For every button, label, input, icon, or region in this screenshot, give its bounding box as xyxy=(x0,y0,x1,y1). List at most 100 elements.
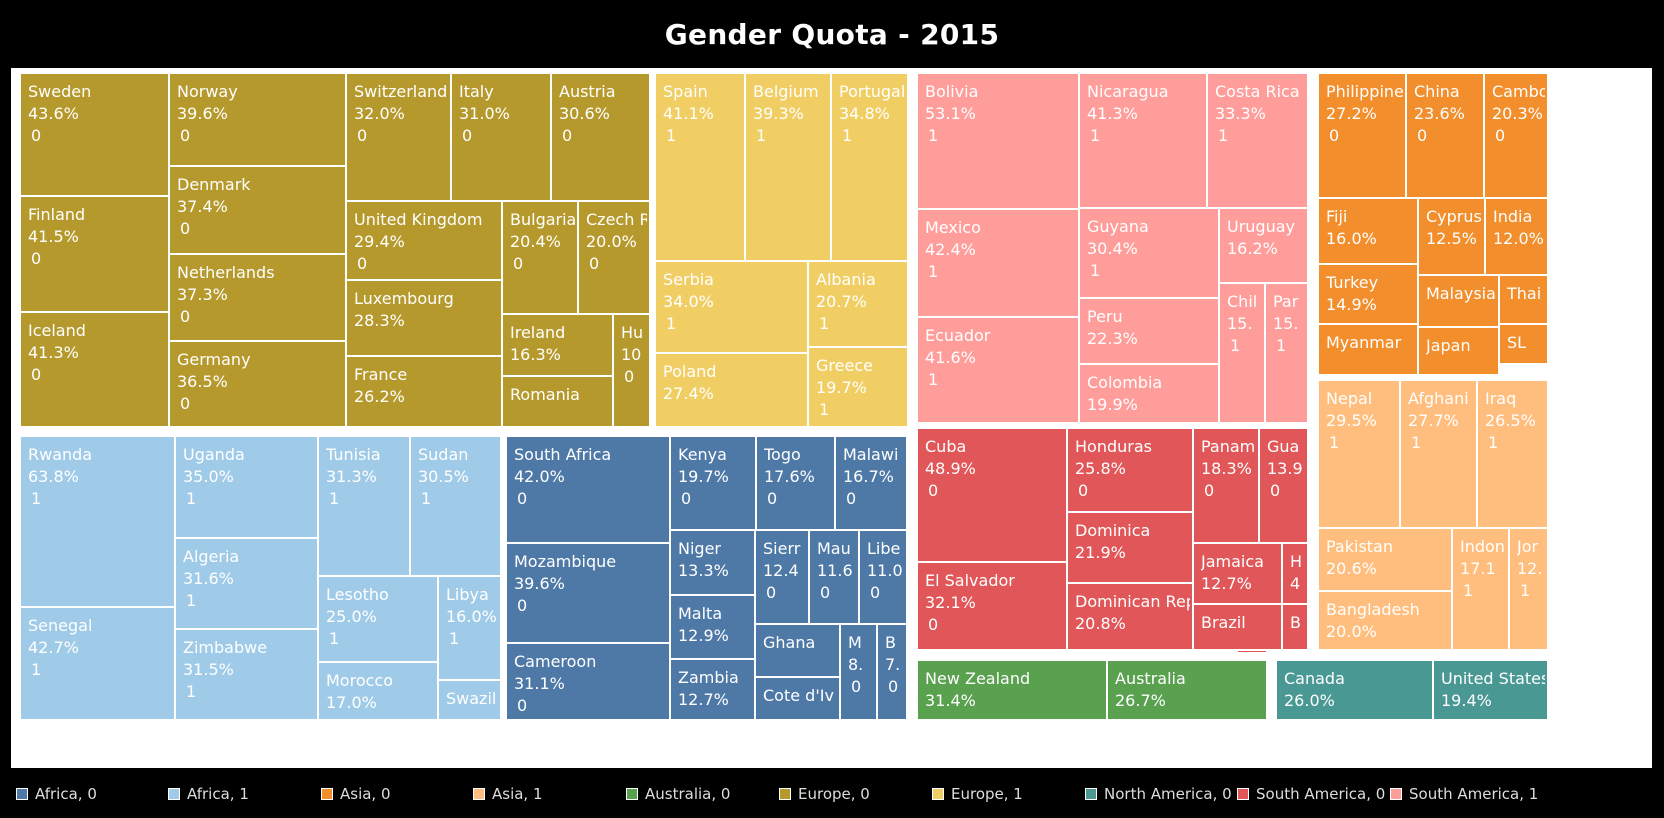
treemap-cell-panam-85[interactable]: Panam 18.3% 0 xyxy=(1193,428,1259,543)
treemap-cell-niger-72[interactable]: Niger 13.3% xyxy=(670,530,755,595)
legend-item-australia-0[interactable]: Australia, 0 xyxy=(626,785,730,803)
treemap-cell-rwanda-55[interactable]: Rwanda 63.8% 1 xyxy=(20,436,175,607)
treemap-cell-iraq-50[interactable]: Iraq 26.5% 1 xyxy=(1477,380,1548,528)
treemap-cell-philippine-36[interactable]: Philippine 27.2% 0 xyxy=(1318,73,1406,198)
treemap-cell-libya-63[interactable]: Libya 16.0% 1 xyxy=(438,576,501,680)
treemap-cell-swazil-65[interactable]: Swazil xyxy=(438,680,501,720)
treemap-cell-sl-47[interactable]: SL xyxy=(1499,324,1548,364)
treemap-cell-dominica-87[interactable]: Dominica 21.9% xyxy=(1067,512,1193,583)
legend-item-south-america-1[interactable]: South America, 1 xyxy=(1390,785,1538,803)
treemap-cell-brazil-91[interactable]: Brazil xyxy=(1193,604,1282,650)
treemap-cell-ireland-14[interactable]: Ireland 16.3% xyxy=(502,314,613,376)
treemap-cell-dominican-rep-90[interactable]: Dominican Rep 20.8% xyxy=(1067,583,1193,650)
treemap-cell-france-16[interactable]: France 26.2% xyxy=(346,356,502,427)
treemap-cell-bolivia-25[interactable]: Bolivia 53.1% 1 xyxy=(917,73,1079,209)
treemap-cell-b-81[interactable]: B 7. 0 xyxy=(877,624,907,720)
treemap-cell-czech-r-12[interactable]: Czech R 20.0% 0 xyxy=(578,201,650,314)
treemap-cell-romania-17[interactable]: Romania xyxy=(502,376,613,427)
treemap-cell-mau-74[interactable]: Mau 11.6 0 xyxy=(809,530,859,624)
treemap-cell-myanmar-45[interactable]: Myanmar xyxy=(1318,324,1418,375)
treemap-cell-cote-d-iv-79[interactable]: Cote d'Iv xyxy=(755,677,840,720)
treemap-cell-china-37[interactable]: China 23.6% 0 xyxy=(1406,73,1484,198)
treemap-cell-par-34[interactable]: Par 15. 1 xyxy=(1265,283,1308,423)
treemap-cell-australia-95[interactable]: Australia 26.7% xyxy=(1107,660,1267,720)
treemap-cell-zambia-77[interactable]: Zambia 12.7% xyxy=(670,659,755,720)
treemap-cell-serbia-21[interactable]: Serbia 34.0% 1 xyxy=(655,261,808,353)
treemap-cell-costa-rica-27[interactable]: Costa Rica 33.3% 1 xyxy=(1207,73,1308,208)
treemap-cell-b-92[interactable]: B xyxy=(1282,604,1308,650)
treemap-cell-new-zealand-94[interactable]: New Zealand 31.4% xyxy=(917,660,1107,720)
treemap-cell-iceland-2[interactable]: Iceland 41.3% 0 xyxy=(20,312,169,427)
treemap-cell-sweden-0[interactable]: Sweden 43.6% 0 xyxy=(20,73,169,196)
treemap-cell-finland-1[interactable]: Finland 41.5% 0 xyxy=(20,196,169,312)
treemap-cell-japan-46[interactable]: Japan xyxy=(1418,327,1499,375)
treemap-cell-germany-6[interactable]: Germany 36.5% 0 xyxy=(169,341,346,427)
treemap-cell-mozambique-67[interactable]: Mozambique 39.6% 0 xyxy=(506,543,670,643)
treemap-cell-el-salvador-83[interactable]: El Salvador 32.1% 0 xyxy=(917,562,1067,650)
treemap-cell-morocco-64[interactable]: Morocco 17.0% xyxy=(318,662,438,720)
treemap-cell-netherlands-5[interactable]: Netherlands 37.3% 0 xyxy=(169,254,346,341)
treemap-cell-fiji-39[interactable]: Fiji 16.0% xyxy=(1318,198,1418,264)
treemap-cell-bangladesh-54[interactable]: Bangladesh 20.0% xyxy=(1318,591,1452,650)
legend-item-africa-1[interactable]: Africa, 1 xyxy=(168,785,249,803)
treemap-cell-gua-86[interactable]: Gua 13.9 0 xyxy=(1259,428,1308,543)
treemap-cell-colombia-35[interactable]: Colombia 19.9% xyxy=(1079,364,1219,423)
treemap-cell-malawi-71[interactable]: Malawi 16.7% 0 xyxy=(835,436,907,530)
legend-item-africa-0[interactable]: Africa, 0 xyxy=(16,785,97,803)
treemap-cell-united-states-97[interactable]: United States 19.4% xyxy=(1433,660,1548,720)
treemap-cell-malta-76[interactable]: Malta 12.9% xyxy=(670,595,755,659)
treemap-cell-sierr-73[interactable]: Sierr 12.4 0 xyxy=(755,530,809,624)
legend-item-europe-0[interactable]: Europe, 0 xyxy=(779,785,870,803)
treemap-cell-albania-22[interactable]: Albania 20.7% 1 xyxy=(808,261,908,347)
treemap-cell-cambo-38[interactable]: Cambo 20.3% 0 xyxy=(1484,73,1548,198)
treemap-cell-belgium-19[interactable]: Belgium 39.3% 1 xyxy=(745,73,831,261)
treemap-cell-kenya-69[interactable]: Kenya 19.7% 0 xyxy=(670,436,756,530)
treemap-cell-mexico-28[interactable]: Mexico 42.4% 1 xyxy=(917,209,1079,317)
legend-item-europe-1[interactable]: Europe, 1 xyxy=(932,785,1023,803)
treemap-cell-thai-44[interactable]: Thai xyxy=(1499,275,1548,324)
legend-item-north-america-0[interactable]: North America, 0 xyxy=(1085,785,1232,803)
treemap-cell-honduras-84[interactable]: Honduras 25.8% 0 xyxy=(1067,428,1193,512)
treemap-cell-canada-96[interactable]: Canada 26.0% xyxy=(1276,660,1433,720)
treemap-cell-jamaica-88[interactable]: Jamaica 12.7% xyxy=(1193,543,1282,604)
treemap-cell-switzerland-7[interactable]: Switzerland 32.0% 0 xyxy=(346,73,451,201)
legend-item-south-america-0[interactable]: South America, 0 xyxy=(1237,785,1385,803)
treemap-cell-cameroon-68[interactable]: Cameroon 31.1% 0 xyxy=(506,643,670,720)
treemap-cell-afghani-49[interactable]: Afghani 27.7% 1 xyxy=(1400,380,1477,528)
treemap-cell-india-41[interactable]: India 12.0% xyxy=(1485,198,1548,275)
treemap-cell-uganda-57[interactable]: Uganda 35.0% 1 xyxy=(175,436,318,538)
treemap-cell-jor-53[interactable]: Jor 12. 1 xyxy=(1509,528,1548,650)
treemap-cell-poland-23[interactable]: Poland 27.4% xyxy=(655,353,808,427)
treemap-cell-sudan-61[interactable]: Sudan 30.5% 1 xyxy=(410,436,501,576)
treemap-cell-m-80[interactable]: M 8. 0 xyxy=(840,624,877,720)
treemap-cell-denmark-4[interactable]: Denmark 37.4% 0 xyxy=(169,166,346,254)
treemap-cell-libe-75[interactable]: Libe 11.0 0 xyxy=(859,530,907,624)
treemap-cell-pakistan-51[interactable]: Pakistan 20.6% xyxy=(1318,528,1452,591)
treemap-cell-cell-93[interactable] xyxy=(1237,650,1267,653)
treemap-cell-ecuador-31[interactable]: Ecuador 41.6% 1 xyxy=(917,317,1079,423)
treemap-cell-bulgaria-11[interactable]: Bulgaria 20.4% 0 xyxy=(502,201,578,314)
treemap-cell-algeria-58[interactable]: Algeria 31.6% 1 xyxy=(175,538,318,629)
treemap-cell-zimbabwe-59[interactable]: Zimbabwe 31.5% 1 xyxy=(175,629,318,720)
treemap-cell-nicaragua-26[interactable]: Nicaragua 41.3% 1 xyxy=(1079,73,1207,208)
treemap-cell-italy-8[interactable]: Italy 31.0% 0 xyxy=(451,73,551,201)
treemap-cell-greece-24[interactable]: Greece 19.7% 1 xyxy=(808,347,908,427)
treemap-cell-portugal-20[interactable]: Portugal 34.8% 1 xyxy=(831,73,908,261)
treemap-cell-norway-3[interactable]: Norway 39.6% 0 xyxy=(169,73,346,166)
treemap-cell-guyana-29[interactable]: Guyana 30.4% 1 xyxy=(1079,208,1219,298)
treemap-cell-peru-32[interactable]: Peru 22.3% xyxy=(1079,298,1219,364)
treemap-cell-luxembourg-13[interactable]: Luxembourg 28.3% xyxy=(346,280,502,356)
treemap-cell-hu-15[interactable]: Hu 10 0 xyxy=(613,314,650,427)
legend-item-asia-0[interactable]: Asia, 0 xyxy=(321,785,391,803)
legend-item-asia-1[interactable]: Asia, 1 xyxy=(473,785,543,803)
treemap-cell-cuba-82[interactable]: Cuba 48.9% 0 xyxy=(917,428,1067,562)
treemap-cell-austria-9[interactable]: Austria 30.6% 0 xyxy=(551,73,650,201)
treemap-cell-togo-70[interactable]: Togo 17.6% 0 xyxy=(756,436,835,530)
treemap-cell-south-africa-66[interactable]: South Africa 42.0% 0 xyxy=(506,436,670,543)
treemap-cell-spain-18[interactable]: Spain 41.1% 1 xyxy=(655,73,745,261)
treemap-cell-chil-33[interactable]: Chil 15. 1 xyxy=(1219,283,1265,423)
treemap-cell-malaysia-43[interactable]: Malaysia xyxy=(1418,275,1499,327)
treemap-cell-uruguay-30[interactable]: Uruguay 16.2% xyxy=(1219,208,1308,283)
treemap-cell-nepal-48[interactable]: Nepal 29.5% 1 xyxy=(1318,380,1400,528)
